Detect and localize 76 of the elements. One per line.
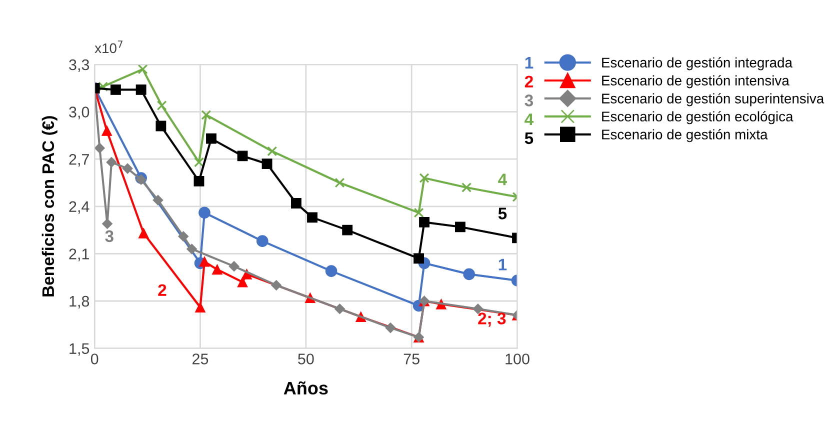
point [206,133,216,144]
point [419,216,430,228]
point [122,163,133,174]
point [237,150,248,162]
point [201,110,212,120]
annotation: 4 [498,174,508,186]
legend-label: Escenario de gestión ecológica [602,111,794,124]
x-tick-label: 50 [298,354,314,364]
annotation: 2; 3 [478,312,506,327]
x-axis-title: Años [284,381,328,395]
point [106,156,117,168]
point [307,212,318,223]
x-tick-label: 75 [404,354,420,364]
point [414,253,424,264]
point [419,173,430,184]
legend-label: Escenario de gestión mixta [602,129,768,142]
x-tick-label: 100 [506,354,530,364]
point [385,322,396,334]
point [462,182,472,192]
legend-label: Escenario de gestión intensiva [602,75,790,88]
annotation: 2 [158,284,166,296]
x-tick-label: 25 [192,354,208,364]
point [156,100,167,110]
y-tick-label: 2,1 [69,248,89,262]
point [334,178,345,188]
legend-label: Escenario de gestión integrada [602,57,792,70]
y-axis-title: Beneficios con PAC (€) [42,116,58,296]
point [138,228,149,238]
point [334,304,345,314]
y-tick-label: 1,8 [70,296,90,308]
point [454,222,466,232]
text: 3 [524,94,534,106]
text: 5 [524,132,534,144]
y-tick-label: 3,0 [69,106,90,120]
text: x10$^{7}$ [94,40,122,54]
point [325,265,338,277]
point [414,208,424,218]
point [98,82,108,92]
text: 4 [524,114,534,126]
point [198,206,210,219]
point [472,304,484,314]
point [194,157,204,168]
point [267,146,278,156]
x-tick-label: 0 [90,354,98,364]
point [186,244,198,254]
point [271,280,282,290]
point [152,194,164,206]
point [194,176,204,186]
legend-label: Escenario de gestión superintensiva [602,93,824,106]
point [228,261,240,272]
point [110,84,121,95]
point [237,276,248,288]
point [178,231,189,242]
text: 2 [524,76,533,88]
point [290,198,302,208]
point [256,235,268,247]
point [463,268,475,280]
point [102,126,112,136]
point [199,256,210,267]
point [262,158,272,170]
y-tick-label: 2,4 [69,201,90,214]
y-tick-label: 3,3 [69,59,90,72]
annotation: 1 [498,258,507,270]
point [342,224,353,236]
y-tick-label: 1,5 [70,343,90,356]
point [138,64,148,74]
point [156,120,166,132]
point [102,218,113,230]
y-tick-label: 2,7 [69,154,89,167]
point [136,84,146,95]
point [94,142,105,154]
point [195,302,206,313]
point [212,264,222,275]
annotation: 3 [105,230,114,242]
annotation: 5 [498,208,507,220]
text: 1 [525,57,534,68]
